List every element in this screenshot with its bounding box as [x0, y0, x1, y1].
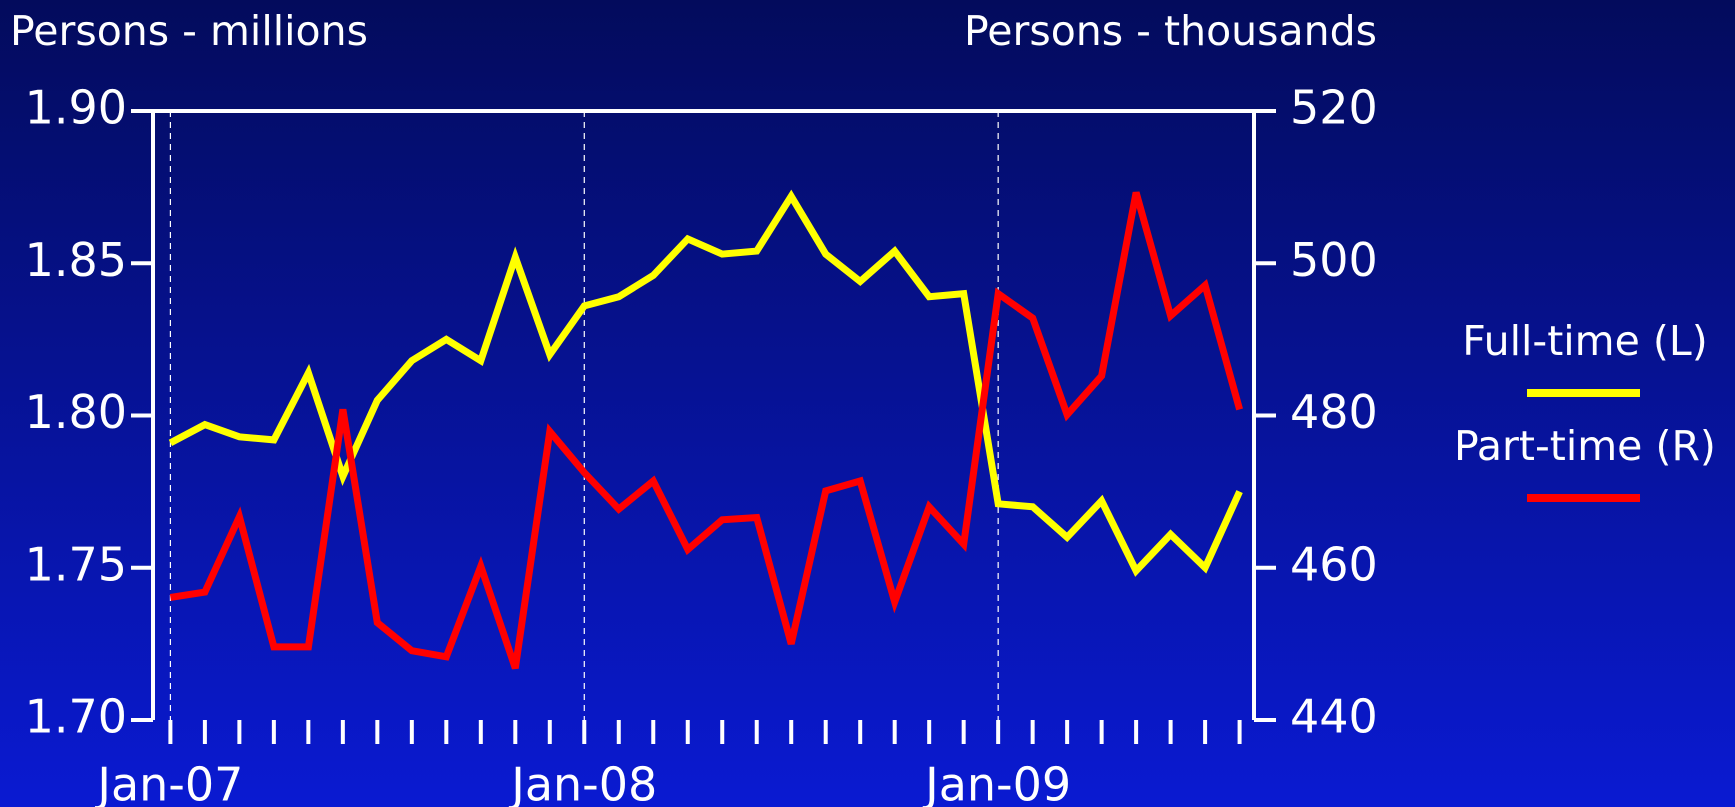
y-tick-label: 1.85	[25, 233, 127, 287]
y2-tick-label: 520	[1290, 81, 1378, 135]
legend-label: Part-time (R)	[1454, 422, 1716, 470]
y-tick-label: 1.80	[25, 385, 127, 439]
x-tick-label: Jan-08	[508, 758, 657, 807]
y-tick-label: 1.75	[25, 537, 127, 591]
x-tick-label: Jan-09	[922, 758, 1071, 807]
x-tick-label: Jan-07	[94, 758, 243, 807]
y2-tick-label: 440	[1290, 690, 1378, 744]
y-tick-label: 1.90	[25, 81, 127, 135]
y-axis-title: Persons - millions	[10, 7, 368, 55]
y2-tick-label: 460	[1290, 537, 1378, 591]
y-tick-label: 1.70	[25, 690, 127, 744]
y2-axis-title: Persons - thousands	[964, 7, 1377, 55]
series-line	[169, 191, 1243, 670]
y2-tick-label: 500	[1290, 233, 1378, 287]
legend-label: Full-time (L)	[1462, 317, 1707, 365]
y2-tick-label: 480	[1290, 385, 1378, 439]
